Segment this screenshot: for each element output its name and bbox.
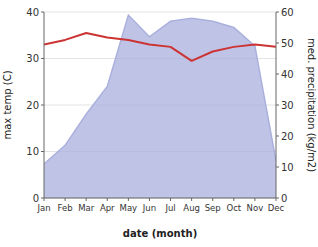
x-tick: [65, 198, 66, 201]
y-tick-label: 10: [26, 146, 39, 157]
y2-tick-label: 60: [281, 7, 294, 18]
y2-axis-title: med. precipitation (kg/m2): [306, 38, 317, 172]
x-tick: [170, 198, 171, 201]
x-tick: [128, 198, 129, 201]
x-tick: [233, 198, 234, 201]
y2-tick: [276, 74, 279, 75]
grid-line: [44, 12, 276, 13]
y2-tick: [276, 43, 279, 44]
x-axis-line: [44, 198, 276, 199]
x-tick-label: Apr: [100, 203, 115, 213]
y-tick-label: 30: [26, 53, 39, 64]
x-tick-label: Jan: [36, 203, 50, 213]
y-tick-label: 40: [26, 7, 39, 18]
x-axis-title: date (month): [123, 228, 197, 239]
x-tick-label: Jun: [142, 203, 156, 213]
x-tick-label: Feb: [58, 203, 73, 213]
y2-tick: [276, 167, 279, 168]
area: [44, 15, 276, 198]
y-tick: [41, 58, 44, 59]
y-tick: [41, 12, 44, 13]
y2-tick-label: 10: [281, 162, 294, 173]
grid-line: [44, 198, 276, 199]
x-tick-label: Oct: [226, 203, 241, 213]
y2-tick-label: 50: [281, 38, 294, 49]
x-tick-label: Nov: [247, 203, 264, 213]
chart: 0 10 20 30 40 0 10 20 30 40 50 60 Jan Feb Mar Apr May Jun…: [0, 0, 318, 247]
plot-area: [44, 15, 276, 198]
y-tick: [41, 105, 44, 106]
area-line: [44, 15, 276, 164]
x-tick-label: Aug: [183, 203, 200, 213]
x-tick-label: Sep: [205, 203, 221, 213]
x-tick-label: Jul: [164, 203, 175, 213]
y2-tick: [276, 105, 279, 106]
x-tick: [191, 198, 192, 201]
x-tick: [276, 198, 277, 201]
grid: [44, 12, 276, 198]
y-tick-label: 20: [26, 100, 39, 111]
y2-tick: [276, 136, 279, 137]
y-tick-label: 0: [33, 193, 39, 204]
x-tick: [44, 198, 45, 201]
y2-tick-label: 30: [281, 100, 294, 111]
y2-tick-label: 40: [281, 69, 294, 80]
x-tick: [254, 198, 255, 201]
axes: 0 10 20 30 40 0 10 20 30 40 50 60 Jan Feb Mar Apr May Jun…: [26, 7, 293, 214]
x-tick-label: Dec: [268, 203, 285, 213]
x-tick: [107, 198, 108, 201]
x-tick-label: Mar: [78, 203, 95, 213]
y2-tick: [276, 12, 279, 13]
y2-tick-label: 0: [281, 193, 287, 204]
x-tick: [212, 198, 213, 201]
x-tick: [86, 198, 87, 201]
y2-tick-label: 20: [281, 131, 294, 142]
x-tick-label: May: [120, 203, 138, 213]
x-tick: [149, 198, 150, 201]
y-tick: [41, 151, 44, 152]
y-axis-title: max temp (C): [2, 70, 13, 139]
line: [44, 33, 276, 61]
